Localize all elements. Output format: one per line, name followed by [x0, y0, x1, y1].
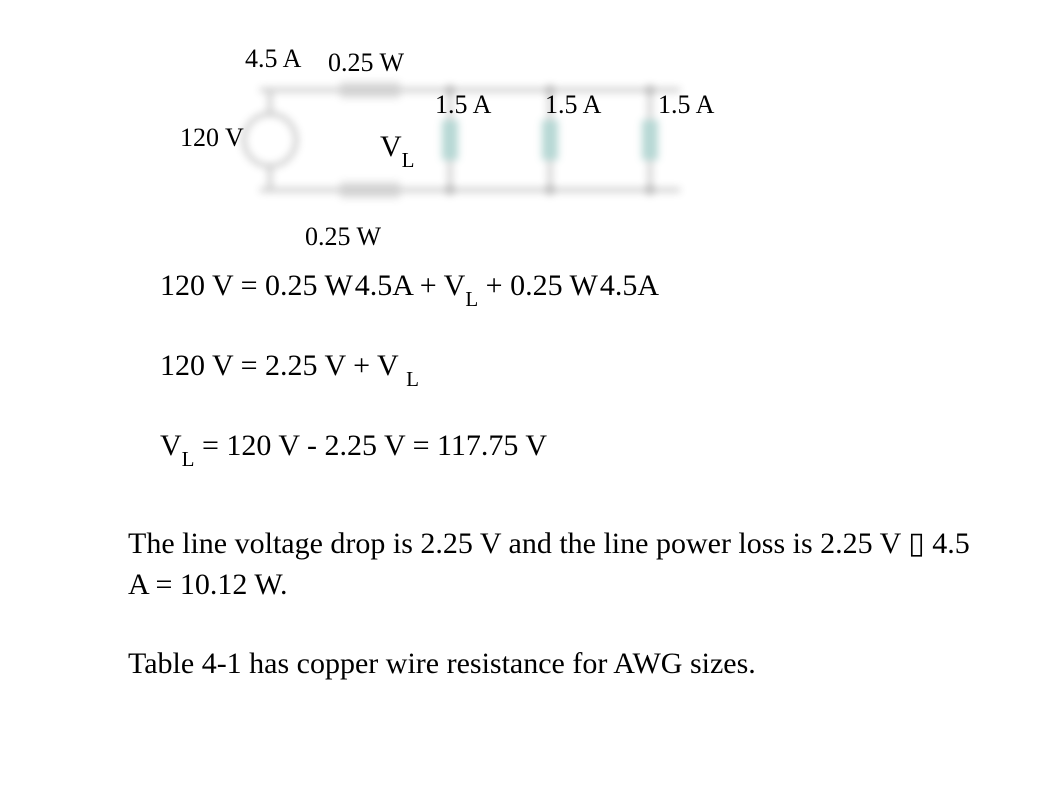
label-vl: VL: [380, 130, 415, 169]
label-main-current: 4.5 A: [245, 44, 301, 74]
label-branch2: 1.5 A: [545, 90, 601, 120]
eq1-mid2: + 0.25 W: [478, 269, 598, 302]
vl-sub: L: [402, 148, 415, 172]
eq3-sub: L: [182, 447, 195, 471]
vl-prefix: V: [380, 130, 402, 163]
eq3-rest: = 120 V - 2.25 V = 117.75 V: [195, 429, 548, 462]
eq1-prefix: 120 V = 0.25 W: [160, 269, 353, 302]
circuit-diagram: 4.5 A 0.25 W 1.5 A 1.5 A 1.5 A 120 V VL …: [180, 30, 740, 230]
eq3-prefix: V: [160, 429, 182, 462]
eq1-sub: L: [465, 287, 478, 311]
circuit-schematic: [240, 60, 700, 220]
p1-box: ▯: [908, 527, 925, 560]
label-res-top: 0.25 W: [328, 48, 404, 78]
label-branch3: 1.5 A: [658, 90, 714, 120]
label-res-bottom: 0.25 W: [305, 222, 381, 252]
label-source: 120 V: [180, 123, 244, 153]
eq1-mid1: 4.5A + V: [355, 269, 466, 302]
paragraph-loss: The line voltage drop is 2.25 V and the …: [128, 524, 978, 605]
label-branch1: 1.5 A: [435, 90, 491, 120]
paragraph-table: Table 4-1 has copper wire resistance for…: [128, 644, 756, 685]
equation-2: 120 V = 2.25 V + V L: [160, 348, 419, 388]
p1-part1: The line voltage drop is 2.25 V and the …: [128, 527, 908, 560]
eq2-text: 120 V = 2.25 V + V: [160, 349, 399, 382]
eq1-suffix: 4.5A: [600, 269, 659, 302]
equation-1: 120 V = 0.25 W4.5A + VL + 0.25 W4.5A: [160, 268, 659, 308]
equation-3: VL = 120 V - 2.25 V = 117.75 V: [160, 428, 547, 468]
eq2-sub: L: [406, 367, 419, 391]
